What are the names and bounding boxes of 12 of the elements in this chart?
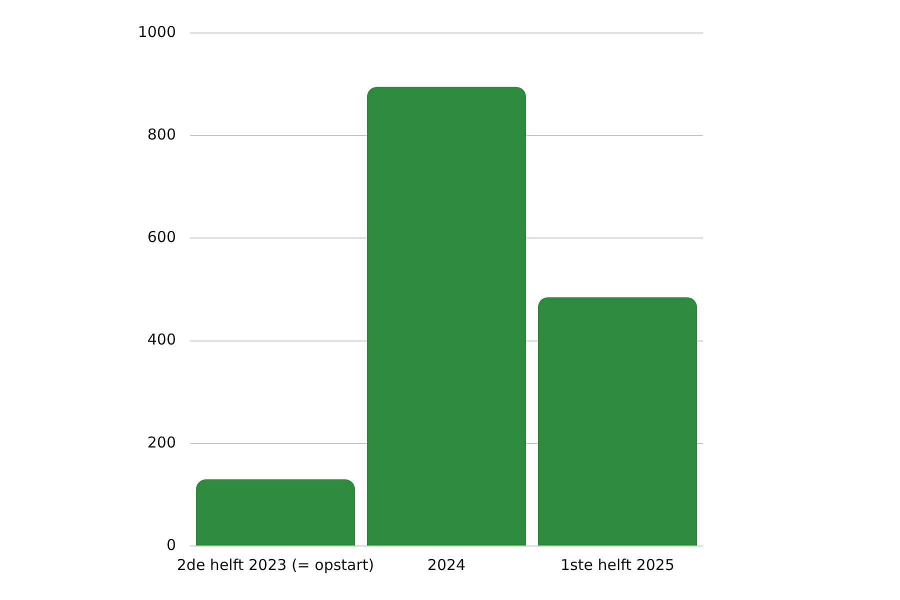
y-tick-label: 600: [147, 228, 176, 246]
bar: [538, 297, 698, 546]
y-tick-label: 0: [166, 536, 176, 554]
y-tick-label: 200: [147, 433, 176, 452]
bar: [366, 86, 526, 546]
y-tick-label: 800: [147, 125, 176, 144]
bar: [196, 479, 356, 546]
x-tick-label: 2de helft 2023 (= opstart): [176, 556, 374, 574]
y-tick-label: 400: [147, 330, 176, 349]
x-tick-label: 2024: [427, 556, 466, 574]
x-tick-label: 1ste helft 2025: [560, 556, 674, 574]
y-tick-label: 1000: [138, 22, 176, 41]
